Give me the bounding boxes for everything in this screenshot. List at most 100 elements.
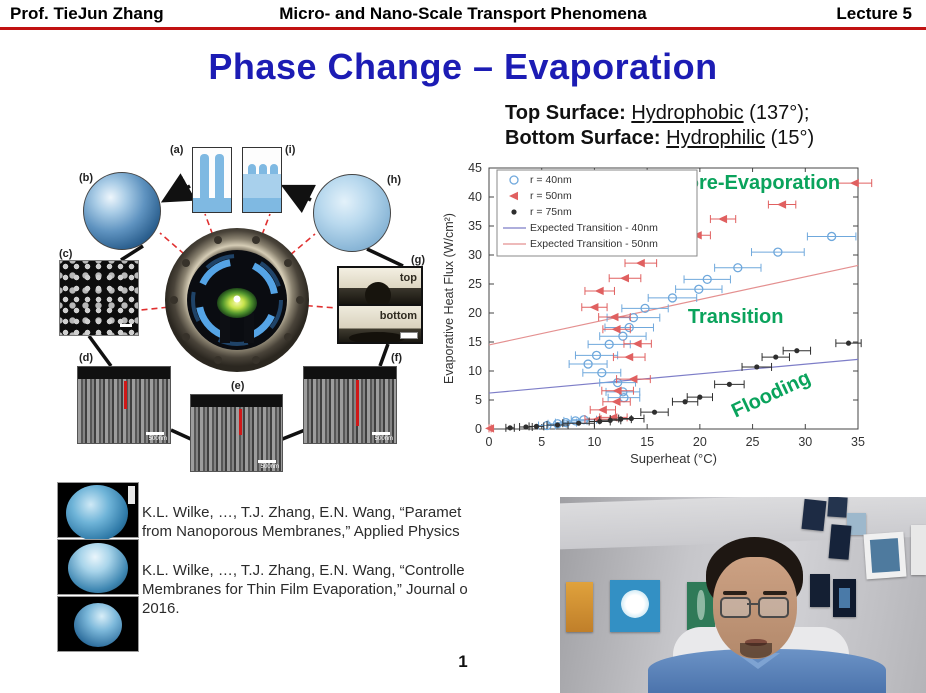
droplet-photo <box>57 596 139 652</box>
svg-text:10: 10 <box>468 364 482 378</box>
svg-text:Transition: Transition <box>688 306 784 328</box>
svg-text:30: 30 <box>468 248 482 262</box>
wall-frame <box>827 497 848 518</box>
droplet-photo-strip <box>57 482 139 653</box>
surface-note-bottom: Bottom Surface: Hydrophilic (15°) <box>505 126 926 151</box>
frame-photo <box>839 588 850 608</box>
svg-text:Expected Transition - 50nm: Expected Transition - 50nm <box>530 238 658 250</box>
webcam-overlay <box>560 497 926 693</box>
svg-text:25: 25 <box>746 435 760 449</box>
svg-text:r = 50nm: r = 50nm <box>530 190 572 202</box>
wall-frame <box>810 574 830 607</box>
top-surface-label: Top Surface: <box>505 102 626 124</box>
frame-photo <box>869 538 901 573</box>
scale-label: 500nm <box>260 464 279 470</box>
experiment-figure: (a) (i) (b) (h) (c) <box>55 108 440 483</box>
glasses-lens <box>720 597 751 618</box>
shell-shape <box>621 590 649 618</box>
pillar-shape <box>215 154 224 200</box>
svg-text:0: 0 <box>486 435 493 449</box>
panel-a-schematic <box>192 147 232 213</box>
slide-header: Prof. TieJun Zhang Micro- and Nano-Scale… <box>0 0 926 30</box>
surface-note-top: Top Surface: Hydrophobic (137°); <box>505 101 926 126</box>
wall-art-shell <box>610 580 660 632</box>
glasses-bridge <box>747 603 758 605</box>
vacuum-chamber-photo <box>164 227 310 373</box>
svg-text:20: 20 <box>693 435 707 449</box>
header-course-title: Micro- and Nano-Scale Transport Phenomen… <box>279 3 647 23</box>
chamber-graphic <box>165 228 309 372</box>
panel-c-porous-membrane <box>59 260 139 336</box>
top-label: top <box>399 272 417 284</box>
top-surface-angle: (137°); <box>743 102 810 124</box>
svg-text:0: 0 <box>475 422 482 436</box>
panel-e-sem-cross-section: 500nm <box>190 394 283 472</box>
svg-text:5: 5 <box>538 435 545 449</box>
eyebrow <box>763 591 787 595</box>
svg-text:Superheat (°C): Superheat (°C) <box>630 451 717 466</box>
panel-b-droplet-micrograph <box>83 172 161 250</box>
svg-text:15: 15 <box>468 335 482 349</box>
svg-text:10: 10 <box>587 435 601 449</box>
depth-marker <box>239 409 242 435</box>
wall-frame-white <box>911 525 926 575</box>
panel-label-c: (c) <box>59 248 73 260</box>
pillar-shape <box>200 154 209 200</box>
citations-block: K.L. Wilke, …, T.J. Zhang, E.N. Wang, “P… <box>142 503 702 638</box>
svg-text:5: 5 <box>475 393 482 407</box>
chart-canvas: 0 5 10 15 20 25 30 35 0 5 10 15 20 25 30 35 40 45 Superhea… <box>442 161 873 466</box>
droplet-shape <box>68 543 128 593</box>
svg-text:r = 75nm: r = 75nm <box>530 206 572 218</box>
citation-1: K.L. Wilke, …, T.J. Zhang, E.N. Wang, “P… <box>142 503 702 541</box>
scale-label: 500nm <box>148 436 167 442</box>
panel-label-e: (e) <box>231 380 245 392</box>
bottom-surface-label: Bottom Surface: <box>505 127 661 149</box>
panel-label-h: (h) <box>387 174 402 186</box>
svg-text:Evaporative Heat Flux (W/cm²): Evaporative Heat Flux (W/cm²) <box>442 213 456 384</box>
svg-text:25: 25 <box>468 277 482 291</box>
svg-text:20: 20 <box>468 306 482 320</box>
panel-label-d: (d) <box>79 352 94 364</box>
droplet-shape <box>74 603 122 647</box>
panel-f-sem-cross-section: 500nm <box>303 366 397 444</box>
panel-g-contact-angles: top bottom <box>337 266 423 344</box>
wall-frame <box>833 579 856 617</box>
droplet-photo <box>57 539 139 595</box>
citation-line: Membranes for Thin Film Evaporation,” Jo… <box>142 581 468 598</box>
panel-i-schematic <box>242 147 282 213</box>
liquid-shape <box>243 198 281 212</box>
depth-marker <box>356 380 359 426</box>
panel-label-g: (g) <box>411 254 426 266</box>
panel-label-a: (a) <box>170 144 184 156</box>
wall-frame-white <box>863 531 907 580</box>
panel-d-sem-cross-section: 500nm <box>77 366 171 444</box>
svg-text:30: 30 <box>798 435 812 449</box>
citation-2: K.L. Wilke, …, T.J. Zhang, E.N. Wang, “C… <box>142 561 702 618</box>
seahorse-shape <box>697 590 705 620</box>
scale-bar <box>400 332 418 339</box>
person-mouth <box>745 639 767 646</box>
contact-angle-bottom-photo: bottom <box>339 306 421 342</box>
citation-line: 2016. <box>142 600 180 617</box>
person-goatee <box>740 643 772 658</box>
svg-text:35: 35 <box>851 435 865 449</box>
svg-text:Pore-Evaporation: Pore-Evaporation <box>673 172 840 194</box>
svg-text:Expected Transition - 40nm: Expected Transition - 40nm <box>530 222 658 234</box>
contact-angle-top-photo: top <box>339 268 421 304</box>
spread-droplet-shape <box>349 332 405 342</box>
svg-text:40: 40 <box>468 190 482 204</box>
bottom-label: bottom <box>379 310 417 322</box>
depth-marker <box>124 381 127 409</box>
scale-bar <box>128 486 135 504</box>
page-title: Phase Change – Evaporation <box>208 46 718 87</box>
liquid-shape <box>193 198 231 212</box>
scale-bar <box>146 432 164 435</box>
top-surface-term: Hydrophobic <box>631 102 744 124</box>
svg-text:35: 35 <box>468 219 482 233</box>
wall-frame <box>847 513 866 535</box>
droplet-shape <box>66 485 128 541</box>
droplet-photo <box>57 482 139 541</box>
citation-line: K.L. Wilke, …, T.J. Zhang, E.N. Wang, “C… <box>142 562 465 579</box>
scale-bar <box>372 432 390 435</box>
